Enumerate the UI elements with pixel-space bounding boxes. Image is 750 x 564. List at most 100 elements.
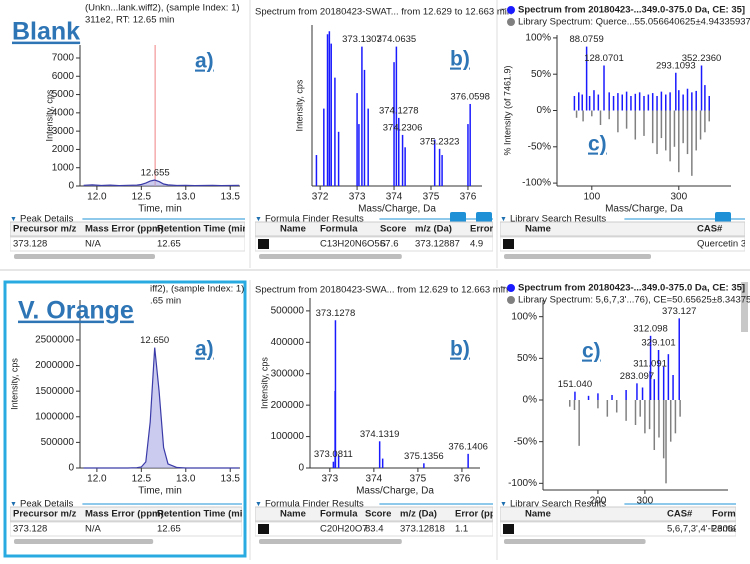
peak-label: 88.0759 bbox=[569, 34, 603, 45]
row-icon[interactable] bbox=[503, 524, 514, 534]
peak-label: 373.1307 bbox=[342, 34, 382, 45]
peak-label: 374.2306 bbox=[383, 122, 423, 133]
y-tick-label: 500000 bbox=[271, 306, 305, 317]
table-cell: N/A bbox=[85, 524, 102, 535]
section-title: Peak Details bbox=[20, 499, 74, 510]
horizontal-scrollbar[interactable] bbox=[259, 539, 402, 544]
legend-marker bbox=[507, 284, 515, 292]
collapse-arrow[interactable]: ▼ bbox=[255, 216, 262, 223]
table: Name CAS# 5,6,7,3',4'-Pentamethoxyflavone … bbox=[500, 506, 742, 537]
y-tick-label: 50% bbox=[531, 69, 551, 80]
column-header: Precursor m/z bbox=[13, 224, 77, 235]
column-header: Name bbox=[525, 509, 551, 520]
collapse-arrow[interactable]: ▼ bbox=[500, 501, 507, 508]
y-tick-label: 100000 bbox=[271, 431, 305, 442]
horizontal-scrollbar[interactable] bbox=[14, 254, 155, 259]
collapse-arrow[interactable]: ▼ bbox=[10, 216, 17, 223]
chromatogram-line bbox=[83, 347, 240, 469]
x-tick-label: 300 bbox=[637, 496, 654, 507]
row-icon[interactable] bbox=[503, 239, 514, 249]
y-tick-label: 0% bbox=[537, 105, 552, 116]
section-title: Library Search Results bbox=[510, 214, 606, 225]
panel-label: c) bbox=[588, 133, 607, 156]
y-tick-label: 5000 bbox=[52, 89, 75, 100]
chart-header: Spectrum from 20180423-SWAT... from 12.6… bbox=[255, 7, 512, 18]
x-tick-label: 13.0 bbox=[176, 192, 196, 203]
x-tick-label: 12.0 bbox=[87, 474, 107, 485]
table-row bbox=[10, 521, 242, 537]
y-tick-label: 2000000 bbox=[35, 360, 74, 371]
x-tick-label: 374 bbox=[386, 192, 403, 203]
x-axis-label: Mass/Charge, Da bbox=[356, 486, 434, 497]
table-cell: 373.128 bbox=[13, 524, 47, 535]
scrollbar[interactable] bbox=[741, 282, 748, 332]
section-title: Formula Finder Results bbox=[265, 214, 364, 225]
collapse-arrow[interactable]: ▼ bbox=[10, 501, 17, 508]
y-tick-label: 1000000 bbox=[35, 411, 74, 422]
y-axis-label: % Intensity (of 7461.9) bbox=[502, 65, 512, 155]
x-tick-label: 13.5 bbox=[220, 474, 240, 485]
peak-label: 312.098 bbox=[633, 323, 667, 334]
x-tick-label: 374 bbox=[366, 474, 383, 485]
peak-label: 375.1356 bbox=[404, 451, 444, 462]
legend-entry: Library Spectrum: Querce...55.056640625±… bbox=[518, 17, 750, 28]
column-header: Mass Error (ppm) bbox=[85, 224, 164, 235]
column-header: Score bbox=[380, 224, 406, 235]
panel-label: a) bbox=[195, 338, 214, 361]
column-header: Name bbox=[525, 224, 551, 235]
x-tick-label: 12.5 bbox=[132, 474, 152, 485]
horizontal-scrollbar[interactable] bbox=[259, 254, 402, 259]
column-header: Retention Time (min) bbox=[157, 224, 251, 235]
legend-entry: Library Spectrum: 5,6,7,3'...76), CE=50.… bbox=[518, 295, 750, 306]
y-tick-label: 100% bbox=[525, 33, 551, 44]
x-axis-label: Mass/Charge, Da bbox=[605, 204, 683, 215]
table-cell: 67.6 bbox=[380, 239, 399, 250]
chart-subheader: 311e2, RT: 12.65 min bbox=[85, 15, 174, 26]
peak-label: 376.0598 bbox=[450, 91, 490, 102]
column-header: Formu bbox=[712, 509, 742, 520]
column-header: Mass Error (ppm) bbox=[85, 509, 164, 520]
chart-subheader: .65 min bbox=[150, 296, 181, 307]
collapse-arrow[interactable]: ▼ bbox=[255, 501, 262, 508]
peak-label: 352.2360 bbox=[682, 53, 722, 64]
x-tick-label: 200 bbox=[590, 496, 607, 507]
y-axis-label: Intensity, cps bbox=[259, 357, 269, 409]
x-tick-label: 372 bbox=[312, 192, 329, 203]
chart-header: (Unkn...lank.wiff2), (sample Index: 1) bbox=[85, 3, 240, 14]
peak-area bbox=[83, 347, 240, 468]
table: Name Formula C20H20O7 Score 83.4 m/z (Da) 373.… bbox=[255, 506, 493, 537]
y-tick-label: 6000 bbox=[52, 71, 75, 82]
table: Precursor m/z 373.128 Mass Error (ppm) N/A R… bbox=[10, 221, 251, 252]
table-cell: Quercetin 3,5,7,3',4'-pentamethyl ether … bbox=[697, 239, 750, 250]
column-header: Formula bbox=[320, 224, 358, 235]
horizontal-scrollbar[interactable] bbox=[14, 539, 154, 544]
horizontal-scrollbar[interactable] bbox=[504, 254, 651, 259]
y-tick-label: 1500000 bbox=[35, 386, 74, 397]
peak-label: 374.0635 bbox=[377, 34, 417, 45]
y-tick-label: -50% bbox=[528, 141, 551, 152]
x-axis-label: Mass/Charge, Da bbox=[358, 204, 436, 215]
peak-label: 374.1319 bbox=[360, 429, 400, 440]
table: Name Formula C13H20N6O5S Score 67.6 m/z (Da) 3… bbox=[255, 221, 493, 252]
collapse-icon[interactable]: − bbox=[500, 5, 506, 16]
collapse-icon[interactable]: − bbox=[500, 283, 506, 294]
x-tick-label: 12.0 bbox=[87, 192, 107, 203]
peak-label: 373.0811 bbox=[314, 449, 353, 460]
legend-marker bbox=[507, 6, 515, 14]
highlight-box bbox=[3, 280, 247, 558]
table-row bbox=[255, 236, 493, 252]
collapse-arrow[interactable]: ▼ bbox=[500, 216, 507, 223]
table-cell: N/A bbox=[85, 239, 102, 250]
table-header bbox=[255, 506, 493, 522]
y-tick-label: 0% bbox=[523, 395, 538, 406]
column-header: m/z (Da) bbox=[415, 224, 452, 235]
horizontal-scrollbar[interactable] bbox=[504, 539, 646, 544]
sample-label: V. Orange bbox=[18, 297, 134, 325]
row-icon[interactable] bbox=[258, 524, 269, 534]
row-icon[interactable] bbox=[258, 239, 269, 249]
y-tick-label: 4000 bbox=[52, 107, 75, 118]
peak-label: 373.127 bbox=[662, 306, 696, 317]
x-tick-label: 375 bbox=[423, 192, 440, 203]
table-header bbox=[10, 506, 242, 522]
peak-label: 376.1406 bbox=[448, 441, 488, 452]
